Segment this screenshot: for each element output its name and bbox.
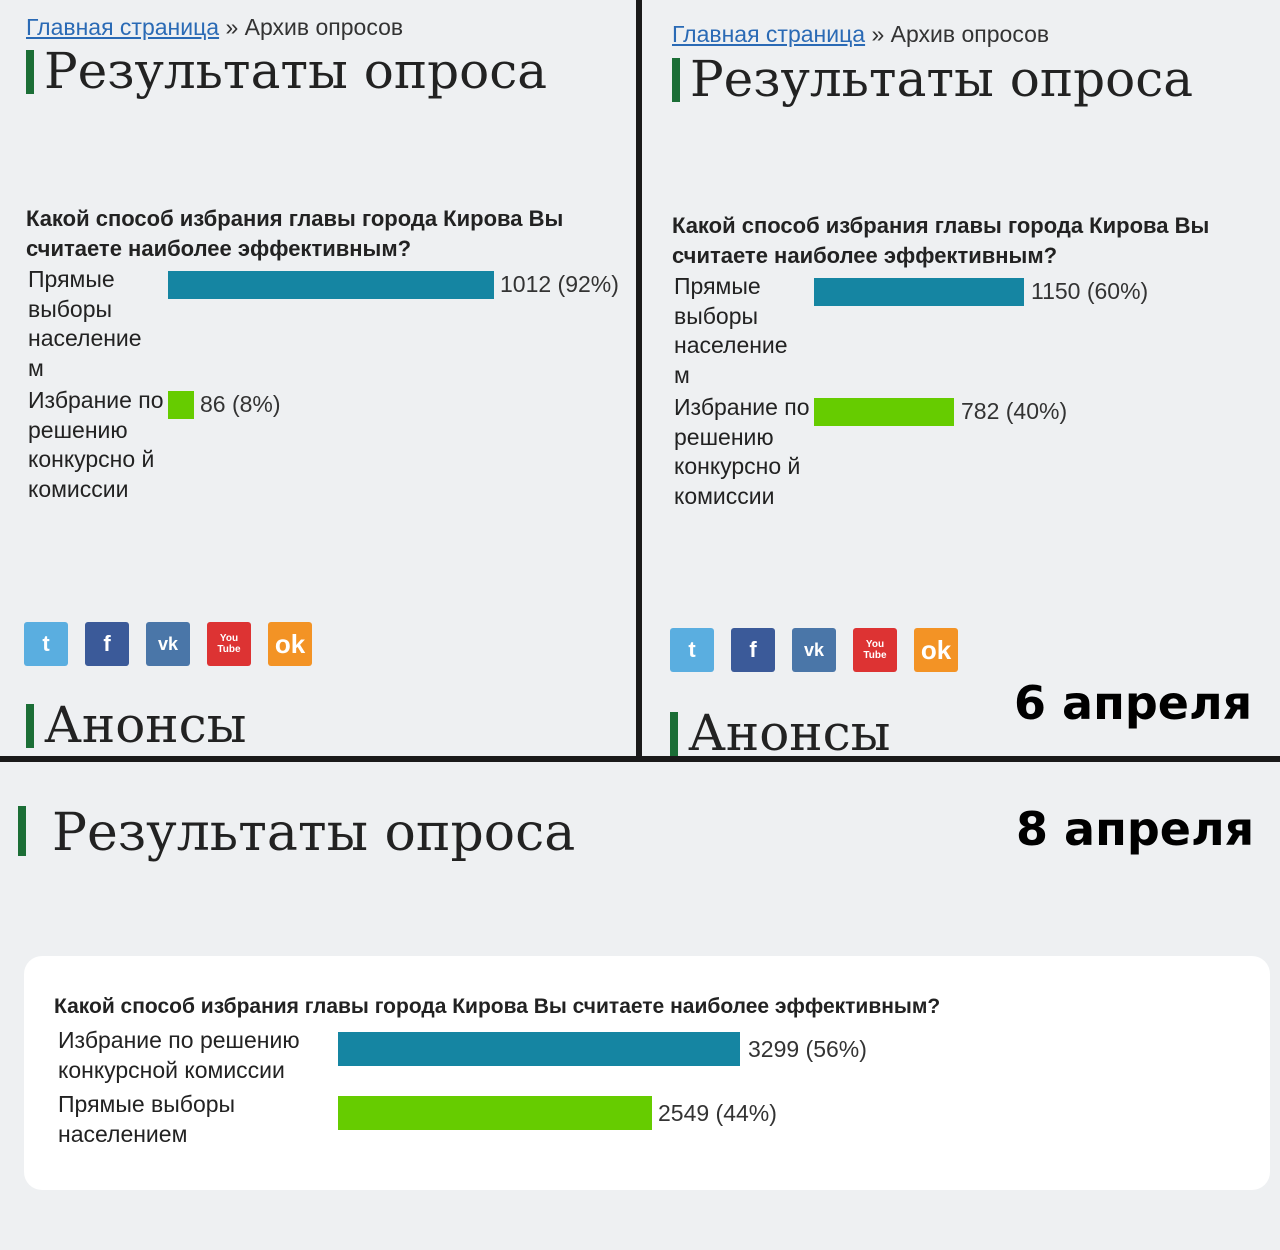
youtube-icon-text-bottom: Tube	[217, 644, 241, 655]
poll-panel-left: Главная страница » Архив опросов Результ…	[0, 0, 636, 756]
result-bar	[168, 271, 494, 299]
twitter-icon[interactable]: t	[670, 628, 714, 672]
odnoklassniki-icon[interactable]: ok	[914, 628, 958, 672]
result-value: 2549 (44%)	[658, 1100, 777, 1126]
option-label: Избрание по решению конкурсной комиссии	[58, 1027, 300, 1083]
odnoklassniki-icon[interactable]: ok	[268, 622, 312, 666]
poll-panel-right: Главная страница » Архив опросов Результ…	[642, 0, 1280, 756]
announcements-title: Анонсы	[670, 708, 890, 756]
result-bar	[814, 398, 954, 426]
facebook-icon[interactable]: f	[85, 622, 129, 666]
option-label: Прямые выборы население м	[674, 273, 788, 388]
youtube-icon-text-bottom: Tube	[863, 650, 887, 661]
option-label: Избрание по решению конкурсно й комиссии	[674, 394, 810, 509]
page-title-text: Результаты опроса	[52, 803, 576, 863]
result-value: 1150 (60%)	[1031, 278, 1149, 304]
facebook-icon[interactable]: f	[731, 628, 775, 672]
breadcrumb: Главная страница » Архив опросов	[26, 14, 403, 41]
page-title: Результаты опроса	[672, 54, 1193, 104]
date-label: 6 апреля	[1014, 676, 1253, 730]
breadcrumb-home-link[interactable]: Главная страница	[26, 14, 220, 40]
result-bar	[168, 391, 194, 419]
poll-question: Какой способ избрания главы города Киров…	[54, 995, 941, 1018]
vertical-divider	[636, 0, 642, 758]
breadcrumb-separator: »	[871, 21, 885, 47]
breadcrumb: Главная страница » Архив опросов	[672, 21, 1049, 48]
title-marker	[26, 704, 34, 748]
result-bar	[338, 1032, 740, 1066]
option-label: Прямые выборы населением	[58, 1091, 236, 1147]
poll-question: Какой способ избрания главы города Киров…	[26, 206, 564, 261]
youtube-icon[interactable]: You Tube	[207, 622, 251, 666]
youtube-icon-text-top: You	[219, 633, 239, 644]
result-bar	[338, 1096, 652, 1130]
social-links: t f vk You Tube ok	[670, 628, 958, 672]
result-bar	[814, 278, 1024, 306]
youtube-icon-text-top: You	[865, 639, 885, 650]
title-marker	[18, 806, 26, 856]
breadcrumb-separator: »	[225, 14, 239, 40]
title-marker	[26, 50, 34, 94]
breadcrumb-current: Архив опросов	[244, 14, 404, 40]
page-title: Результаты опроса	[26, 46, 547, 96]
result-value: 3299 (56%)	[748, 1036, 867, 1062]
result-value: 86 (8%)	[200, 391, 281, 417]
title-marker	[670, 712, 678, 756]
option-label: Прямые выборы население м	[28, 266, 142, 381]
poll-results-card: Какой способ избрания главы города Киров…	[24, 956, 1270, 1190]
breadcrumb-home-link[interactable]: Главная страница	[672, 21, 866, 47]
poll-question: Какой способ избрания главы города Киров…	[672, 213, 1210, 268]
vk-icon[interactable]: vk	[146, 622, 190, 666]
horizontal-divider	[0, 756, 1280, 762]
breadcrumb-current: Архив опросов	[890, 21, 1050, 47]
vk-icon[interactable]: vk	[792, 628, 836, 672]
youtube-icon[interactable]: You Tube	[853, 628, 897, 672]
page-title-text: Результаты опроса	[690, 50, 1194, 108]
option-label: Избрание по решению конкурсно й комиссии	[28, 387, 164, 502]
date-label: 8 апреля	[1016, 802, 1255, 856]
social-links: t f vk You Tube ok	[24, 622, 312, 666]
result-value: 782 (40%)	[961, 398, 1068, 424]
page-title-text: Результаты опроса	[44, 42, 548, 100]
announcements-title: Анонсы	[26, 700, 246, 750]
announcements-title-text: Анонсы	[688, 704, 891, 756]
announcements-title-text: Анонсы	[44, 696, 247, 754]
twitter-icon[interactable]: t	[24, 622, 68, 666]
page-title: Результаты опроса	[18, 806, 575, 859]
title-marker	[672, 58, 680, 102]
result-value: 1012 (92%)	[500, 271, 619, 297]
